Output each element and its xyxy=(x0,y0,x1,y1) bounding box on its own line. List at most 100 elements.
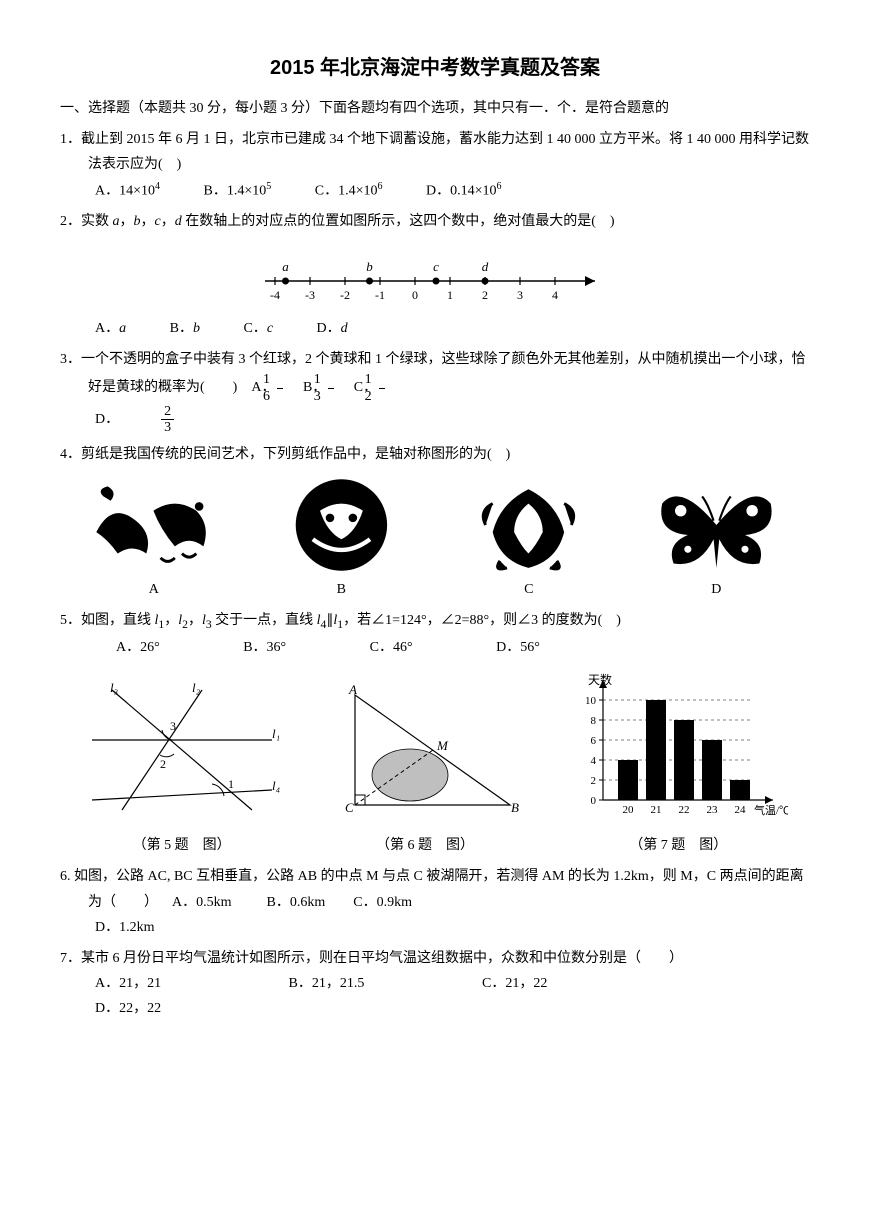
svg-text:B: B xyxy=(511,800,519,815)
q3-a-num: 1 xyxy=(277,372,283,388)
q2-stem-pre: 2．实数 xyxy=(60,214,113,229)
q3-opt-a: A．16 xyxy=(251,380,285,395)
fig7-caption: （第 7 题 图） xyxy=(568,833,788,858)
svg-text:C: C xyxy=(345,800,354,815)
fig6-caption: （第 6 题 图） xyxy=(325,833,525,858)
q3-opt-b: B．13 xyxy=(303,380,336,395)
q5-opt-c: C．46° xyxy=(370,635,413,660)
svg-text:-4: -4 xyxy=(270,288,280,301)
svg-text:10: 10 xyxy=(585,695,597,707)
svg-text:3: 3 xyxy=(517,288,523,301)
question-7: 7．某市 6 月份日平均气温统计如图所示，则在日平均气温这组数据中，众数和中位数… xyxy=(60,946,810,1022)
q7-opt-c: C．21，22 xyxy=(482,971,632,996)
q4-stem: 4．剪纸是我国传统的民间艺术，下列剪纸作品中，是轴对称图形的为( ) xyxy=(60,442,810,467)
page-title: 2015 年北京海淀中考数学真题及答案 xyxy=(60,50,810,86)
number-line: -4-3-2-101234abcd xyxy=(60,241,810,310)
svg-text:-3: -3 xyxy=(305,288,315,301)
q1-opt-c: C．1.4×106 xyxy=(315,178,383,204)
fig7-ylabel: 天数 xyxy=(588,672,612,687)
papercut-d-label: D xyxy=(641,577,791,602)
question-6: 6. 如图，公路 AC, BC 互相垂直，公路 AB 的中点 M 与点 C 被湖… xyxy=(60,864,810,940)
figures-row: l₁ l₂ l₃ l₄ 3 2 1 （第 5 题 图） A C B M （第 6… xyxy=(60,670,810,858)
papercut-a-label: A xyxy=(79,577,229,602)
q3-d-num: 2 xyxy=(161,404,174,420)
q7-opt-a: A．21，21 xyxy=(95,971,245,996)
svg-text:c: c xyxy=(433,259,439,274)
q1-stem: 1．截止到 2015 年 6 月 1 日，北京市已建成 34 个地下调蓄设施，蓄… xyxy=(60,127,810,177)
q6-opt-a: A．0.5km xyxy=(172,895,232,910)
figure-q5: l₁ l₂ l₃ l₄ 3 2 1 （第 5 题 图） xyxy=(82,680,282,858)
svg-text:l₁: l₁ xyxy=(272,726,280,741)
section1-intro: 一、选择题（本题共 30 分，每小题 3 分）下面各题均有四个选项，其中只有一．… xyxy=(60,96,810,121)
svg-text:8: 8 xyxy=(591,715,597,727)
svg-text:a: a xyxy=(282,259,289,274)
papercut-b-circle xyxy=(266,475,416,575)
svg-text:3: 3 xyxy=(170,719,176,733)
q2-opt-c: C．c xyxy=(243,316,273,341)
svg-text:23: 23 xyxy=(707,804,719,816)
q3-a-den: 6 xyxy=(277,389,283,404)
q3-stem-text: 3．一个不透明的盒子中装有 3 个红球，2 个黄球和 1 个绿球，这些球除了颜色… xyxy=(60,352,806,395)
svg-text:M: M xyxy=(436,738,449,753)
q6-opt-d: D．1.2km xyxy=(95,915,155,940)
question-5: 5．如图，直线 l1，l2，l3 交于一点，直线 l4∥l1，若∠1=124°，… xyxy=(60,608,810,660)
q5-opt-a: A．26° xyxy=(116,635,160,660)
question-1: 1．截止到 2015 年 6 月 1 日，北京市已建成 34 个地下调蓄设施，蓄… xyxy=(60,127,810,203)
fig7-xlabel: 气温/℃ xyxy=(754,803,788,817)
svg-text:d: d xyxy=(482,259,489,274)
svg-text:1: 1 xyxy=(447,288,453,301)
svg-text:2: 2 xyxy=(482,288,488,301)
q6-opt-c: C．0.9km xyxy=(353,895,412,910)
q5-opt-d: D．56° xyxy=(496,635,540,660)
svg-text:0: 0 xyxy=(412,288,418,301)
q2-opt-a: A．a xyxy=(95,316,126,341)
q5-options: A．26° B．36° C．46° D．56° xyxy=(60,635,810,660)
q2-stem-mid: 在数轴上的对应点的位置如图所示，这四个数中，绝对值最大的是( ) xyxy=(182,214,615,229)
q3-c-num: 1 xyxy=(379,372,385,388)
papercut-c-flower xyxy=(454,475,604,575)
svg-text:l₃: l₃ xyxy=(110,680,118,695)
svg-text:21: 21 xyxy=(651,804,662,816)
svg-text:1: 1 xyxy=(228,777,234,791)
q3-d-den: 3 xyxy=(161,420,174,435)
figure-q7: 天数 气温/℃ 02468102021222324 （第 7 题 图） xyxy=(568,670,788,858)
svg-text:20: 20 xyxy=(623,804,635,816)
q7-opt-b: B．21，21.5 xyxy=(289,971,439,996)
papercut-row xyxy=(60,475,810,575)
svg-text:2: 2 xyxy=(591,775,597,787)
papercut-d-butterfly xyxy=(641,475,791,575)
question-4: 4．剪纸是我国传统的民间艺术，下列剪纸作品中，是轴对称图形的为( ) xyxy=(60,442,810,602)
q2-options: A．a B．b C．c D．d xyxy=(60,316,810,341)
q7-stem: 7．某市 6 月份日平均气温统计如图所示，则在日平均气温这组数据中，众数和中位数… xyxy=(60,946,810,971)
q6-stem: 6. 如图，公路 AC, BC 互相垂直，公路 AB 的中点 M 与点 C 被湖… xyxy=(60,864,810,914)
q2-stem: 2．实数 a，b，c，d 在数轴上的对应点的位置如图所示，这四个数中，绝对值最大… xyxy=(60,209,810,234)
svg-text:6: 6 xyxy=(591,735,597,747)
q3-opt-d: D． 23 xyxy=(95,404,254,436)
figure-q6: A C B M （第 6 题 图） xyxy=(325,680,525,858)
q3-c-den: 2 xyxy=(379,389,385,404)
papercut-b-label: B xyxy=(266,577,416,602)
q3-b-den: 3 xyxy=(328,389,334,404)
question-3: 3．一个不透明的盒子中装有 3 个红球，2 个黄球和 1 个绿球，这些球除了颜色… xyxy=(60,347,810,436)
svg-text:22: 22 xyxy=(679,804,690,816)
papercut-labels: A B C D xyxy=(60,577,810,602)
svg-text:-2: -2 xyxy=(340,288,350,301)
q1-opt-d: D．0.14×106 xyxy=(426,178,502,204)
question-2: 2．实数 a，b，c，d 在数轴上的对应点的位置如图所示，这四个数中，绝对值最大… xyxy=(60,209,810,341)
q1-options: A．14×104 B．1.4×105 C．1.4×106 D．0.14×106 xyxy=(60,178,810,204)
q1-opt-a: A．14×104 xyxy=(95,178,160,204)
q3-opt-c: C．12 xyxy=(354,380,387,395)
fig5-caption: （第 5 题 图） xyxy=(82,833,282,858)
q2-opt-d: D．d xyxy=(317,316,348,341)
q5-opt-b: B．36° xyxy=(243,635,286,660)
svg-text:-1: -1 xyxy=(375,288,385,301)
q7-opt-d: D．22，22 xyxy=(95,996,245,1021)
svg-text:l₂: l₂ xyxy=(192,680,201,695)
q6-opt-b: B．0.6km xyxy=(267,895,326,910)
svg-text:2: 2 xyxy=(160,757,166,771)
svg-text:0: 0 xyxy=(591,795,597,807)
q7-options: A．21，21 B．21，21.5 C．21，22 D．22，22 xyxy=(60,971,810,1021)
q3-d-lbl: D． xyxy=(95,407,119,432)
q1-opt-b: B．1.4×105 xyxy=(204,178,272,204)
q3-b-num: 1 xyxy=(328,372,334,388)
